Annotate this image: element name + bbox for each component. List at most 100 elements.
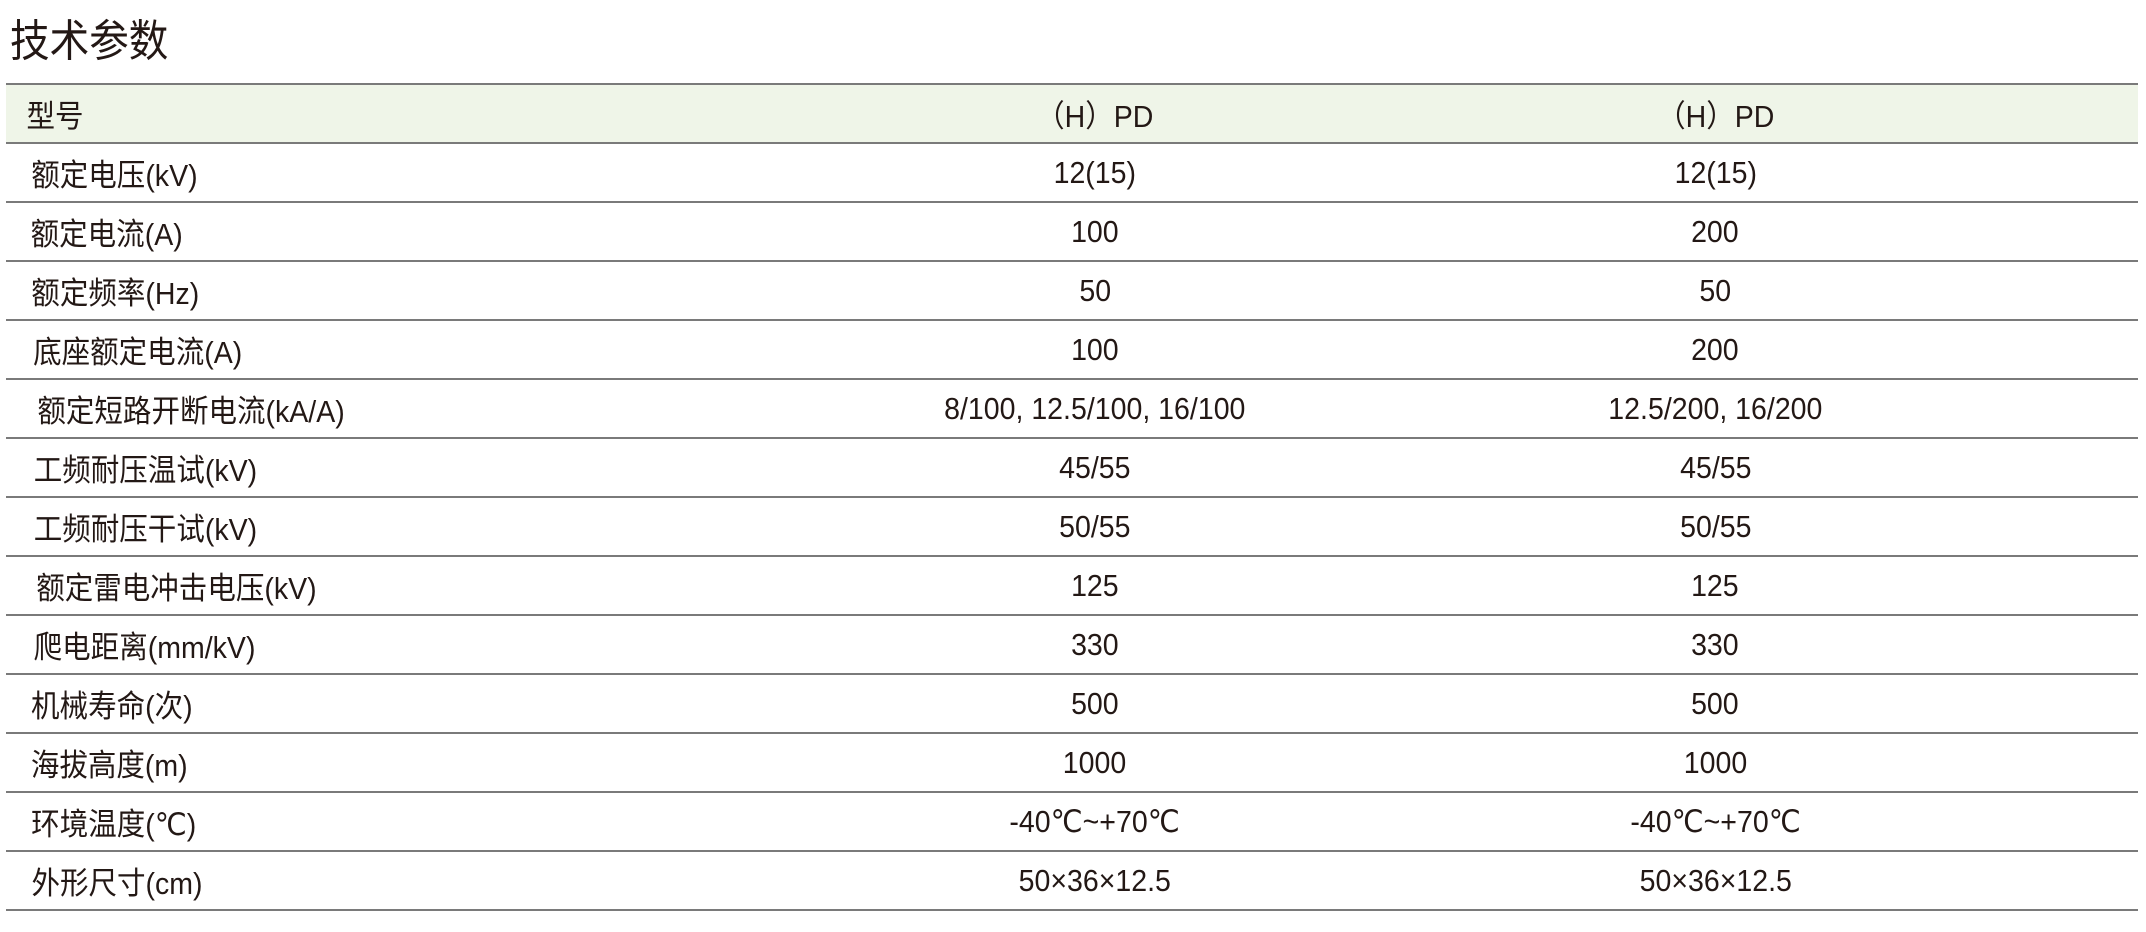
param-value: 125 [1292, 555, 2138, 616]
param-label: 机械寿命(次) [6, 673, 898, 734]
param-value: 50 [897, 260, 1293, 321]
table-row: 爬电距离(mm/kV) 330 330 [6, 614, 2138, 675]
param-value: 500 [1292, 673, 2138, 734]
param-value: 8/100, 12.5/100, 16/100 [897, 378, 1293, 439]
param-value-text: 50 [1699, 272, 1732, 308]
param-label: 工频耐压温试(kV) [6, 437, 898, 498]
param-label: 额定雷电冲击电压(kV) [6, 555, 898, 616]
param-label-text: 额定电压(kV) [31, 158, 198, 193]
param-value-text: 330 [1691, 626, 1740, 662]
param-value: 200 [1292, 201, 2138, 262]
param-label-text: 工频耐压干试(kV) [33, 512, 258, 547]
param-value-text: 330 [1071, 626, 1119, 662]
param-value: 500 [897, 673, 1293, 734]
param-value: 1000 [1292, 732, 2138, 793]
param-label: 额定频率(Hz) [6, 260, 898, 321]
param-value-text: 8/100, 12.5/100, 16/100 [944, 390, 1246, 426]
param-value-text: 45/55 [1679, 449, 1752, 485]
table-row: 额定频率(Hz) 50 50 [6, 260, 2138, 321]
table-row: 外形尺寸(cm) 50×36×12.5 50×36×12.5 [6, 850, 2138, 911]
param-value: 12(15) [897, 142, 1293, 203]
param-value-text: 12(15) [1674, 154, 1757, 190]
param-label-text: 额定雷电冲击电压(kV) [36, 571, 317, 606]
param-value: 50/55 [1292, 496, 2138, 557]
param-label-text: 额定短路开断电流(kA/A) [37, 394, 345, 429]
param-value-text: 1000 [1683, 744, 1748, 780]
param-value: 12.5/200, 16/200 [1292, 378, 2138, 439]
param-value: 50/55 [897, 496, 1293, 557]
param-value-text: 50×36×12.5 [1018, 862, 1172, 898]
param-value: 45/55 [897, 437, 1293, 498]
table-row: 工频耐压温试(kV) 45/55 45/55 [6, 437, 2138, 498]
param-value-text: 125 [1691, 567, 1740, 603]
header-model-1-text: （H）PD [1036, 99, 1154, 134]
spec-table: 型号 （H）PD （H）PD 额定电压(kV) 12(15) 12(15) 额定电流(… [6, 83, 2138, 911]
param-value-text: 50×36×12.5 [1639, 862, 1792, 898]
param-value-text: 200 [1691, 213, 1740, 249]
param-value: 12(15) [1292, 142, 2138, 203]
param-value-text: 50 [1079, 272, 1111, 308]
param-label-text: 机械寿命(次) [31, 689, 193, 724]
param-value-text: 50/55 [1059, 508, 1131, 544]
param-label-text: 外形尺寸(cm) [31, 866, 203, 901]
param-label: 底座额定电流(A) [6, 319, 898, 380]
param-value: 125 [897, 555, 1293, 616]
param-label-text: 爬电距离(mm/kV) [33, 630, 256, 665]
page-title: 技术参数 [10, 17, 169, 66]
param-value-text: 125 [1071, 567, 1119, 603]
param-label: 工频耐压干试(kV) [6, 496, 898, 557]
param-value-text: 500 [1071, 685, 1119, 721]
param-label: 爬电距离(mm/kV) [6, 614, 898, 675]
header-label: 型号 [6, 83, 898, 144]
param-value-text: 45/55 [1059, 449, 1131, 485]
param-value-text: 500 [1691, 685, 1740, 721]
param-label-text: 额定电流(A) [30, 217, 183, 252]
param-label: 外形尺寸(cm) [6, 850, 898, 911]
table-row: 工频耐压干试(kV) 50/55 50/55 [6, 496, 2138, 557]
table-row: 机械寿命(次) 500 500 [6, 673, 2138, 734]
param-label-text: 环境温度(℃) [31, 807, 197, 842]
param-value-text: 100 [1071, 213, 1119, 249]
table-row: 环境温度(℃) -40℃~+70℃ -40℃~+70℃ [6, 791, 2138, 852]
param-value: -40℃~+70℃ [897, 791, 1293, 852]
param-value-text: 1000 [1063, 744, 1127, 780]
param-value: 50×36×12.5 [897, 850, 1293, 911]
table-row: 额定电压(kV) 12(15) 12(15) [6, 142, 2138, 203]
param-label: 额定短路开断电流(kA/A) [6, 378, 898, 439]
param-value: 50 [1292, 260, 2138, 321]
param-value-text: 100 [1071, 331, 1119, 367]
param-value: 45/55 [1292, 437, 2138, 498]
param-label-text: 额定频率(Hz) [31, 276, 200, 311]
table-row: 额定雷电冲击电压(kV) 125 125 [6, 555, 2138, 616]
table-row: 额定短路开断电流(kA/A) 8/100, 12.5/100, 16/100 12.… [6, 378, 2138, 439]
param-value-text: -40℃~+70℃ [1009, 803, 1181, 839]
param-value: 100 [897, 201, 1293, 262]
param-label-text: 底座额定电流(A) [33, 335, 243, 370]
param-label: 额定电压(kV) [6, 142, 898, 203]
param-value: 200 [1292, 319, 2138, 380]
param-label: 海拔高度(m) [6, 732, 898, 793]
header-model-2-text: （H）PD [1656, 99, 1774, 134]
param-label: 额定电流(A) [6, 201, 898, 262]
header-label-text: 型号 [26, 99, 84, 134]
param-value-text: 12.5/200, 16/200 [1608, 390, 1823, 426]
param-value-text: 12(15) [1053, 154, 1137, 190]
table-row: 底座额定电流(A) 100 200 [6, 319, 2138, 380]
param-value-text: 200 [1691, 331, 1740, 367]
param-label-text: 海拔高度(m) [30, 748, 188, 783]
table-row: 额定电流(A) 100 200 [6, 201, 2138, 262]
param-value: 1000 [897, 732, 1293, 793]
param-value: 100 [897, 319, 1293, 380]
param-value: 330 [897, 614, 1293, 675]
param-label-text: 工频耐压温试(kV) [33, 453, 258, 488]
param-value: 330 [1292, 614, 2138, 675]
table-header-row: 型号 （H）PD （H）PD [6, 83, 2138, 144]
table-row: 海拔高度(m) 1000 1000 [6, 732, 2138, 793]
param-label: 环境温度(℃) [6, 791, 898, 852]
param-value-text: -40℃~+70℃ [1630, 803, 1801, 839]
param-value: 50×36×12.5 [1292, 850, 2138, 911]
param-value-text: 50/55 [1679, 508, 1752, 544]
param-value: -40℃~+70℃ [1292, 791, 2138, 852]
header-model-1: （H）PD [897, 83, 1293, 144]
header-model-2: （H）PD [1292, 83, 2138, 144]
